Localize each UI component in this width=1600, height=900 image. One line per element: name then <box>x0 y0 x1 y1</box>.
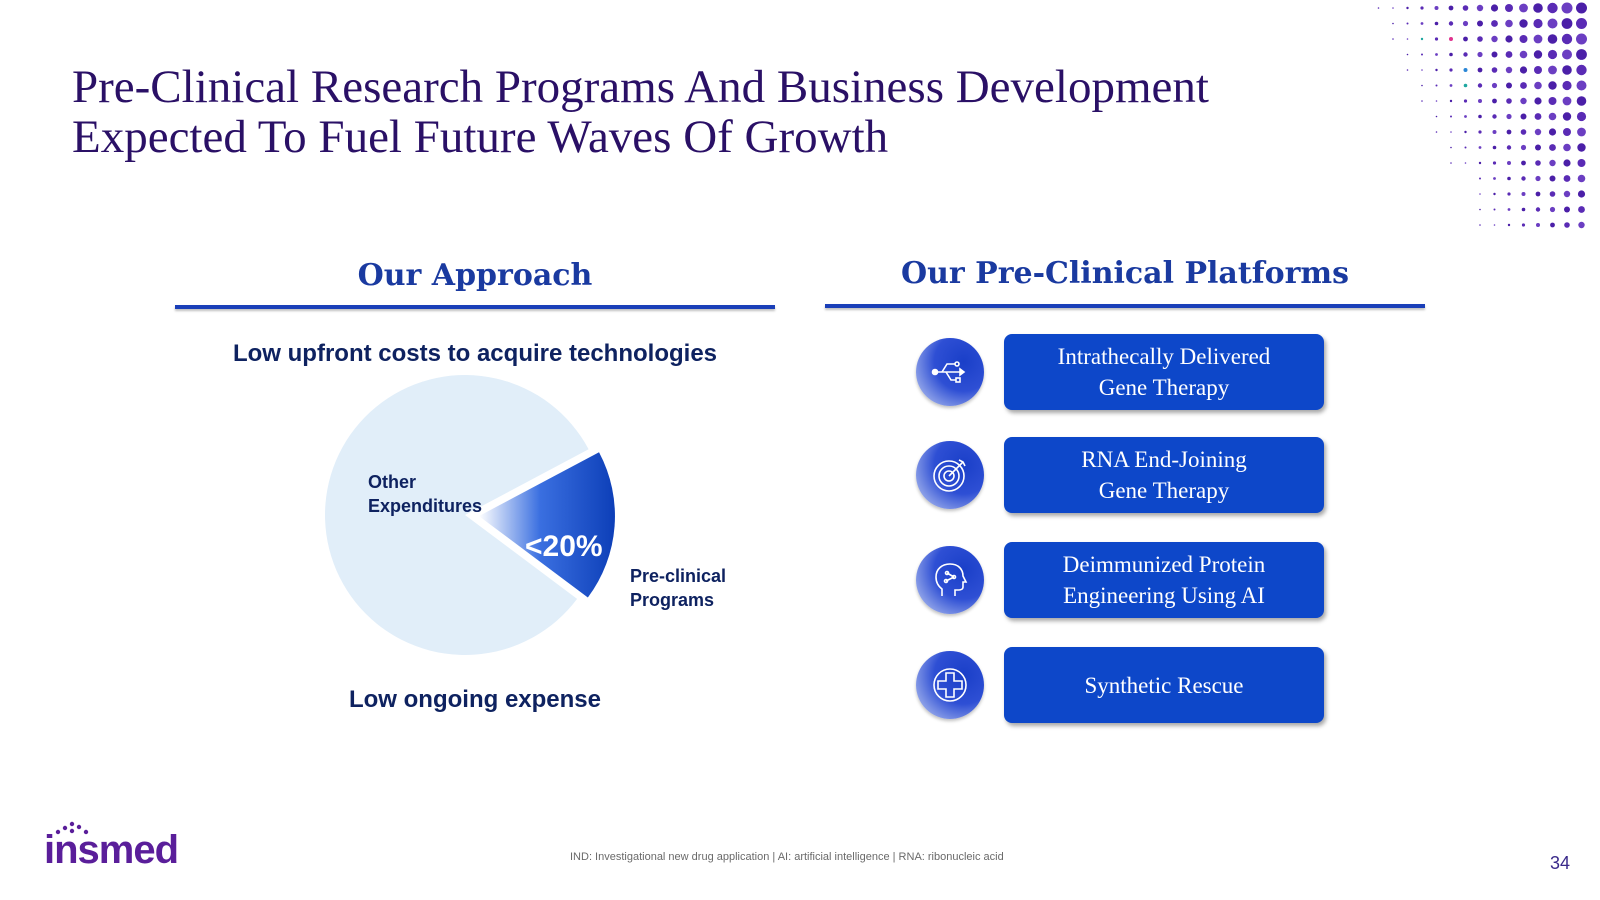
platform-box-protein: Deimmunized Protein Engineering Using AI <box>1004 542 1324 618</box>
page-number: 34 <box>1549 853 1570 873</box>
pie-label-other-line1: Other <box>368 472 417 492</box>
pie-label-preclinical-programs: Pre-clinical Programs <box>630 564 726 612</box>
platforms-heading: Our Pre-Clinical Platforms <box>900 256 1350 291</box>
decorative-dot-pattern <box>1377 2 1587 229</box>
approach-top-text: Low upfront costs to acquire technologie… <box>232 340 718 367</box>
platform-2-line2: Gene Therapy <box>1098 478 1230 503</box>
pie-slice-preclinical-programs <box>478 452 615 598</box>
platform-item-rna: RNA End-Joining Gene Therapy <box>910 437 1330 517</box>
insmed-logo-text: insmed <box>44 828 179 872</box>
platform-item-synthetic-rescue: Synthetic Rescue <box>910 647 1330 727</box>
pie-label-preclinical-line1: Pre-clinical <box>630 566 727 586</box>
platform-box-synthetic-rescue: Synthetic Rescue <box>1004 647 1324 723</box>
insmed-logo-icon <box>55 821 89 835</box>
usb-icon <box>916 338 984 406</box>
platform-4-line1: Synthetic Rescue <box>1084 672 1244 698</box>
platform-2-line1: RNA End-Joining <box>1081 447 1247 472</box>
page-title: Pre-Clinical Research Programs And Busin… <box>72 62 1332 162</box>
pie-slice-other-expenditures <box>325 375 589 655</box>
approach-bottom-text: Low ongoing expense <box>348 686 601 713</box>
platform-box-gene-therapy: Intrathecally Delivered Gene Therapy <box>1004 334 1324 410</box>
platform-item-protein: Deimmunized Protein Engineering Using AI <box>910 542 1330 622</box>
platform-item-gene-therapy: Intrathecally Delivered Gene Therapy <box>910 334 1330 414</box>
pie-slice-percent-label: <20% <box>525 530 603 563</box>
footnote: IND: Investigational new drug applicatio… <box>570 851 1004 863</box>
platform-3-line2: Engineering Using AI <box>1063 583 1265 608</box>
approach-heading: Our Approach <box>357 258 593 293</box>
medical-cross-icon <box>916 651 984 719</box>
title-line-2: Expected To Fuel Future Waves Of Growth <box>72 111 889 163</box>
ai-head-icon <box>916 546 984 614</box>
pie-label-preclinical-line2: Programs <box>630 590 715 610</box>
platform-3-line1: Deimmunized Protein <box>1062 552 1266 577</box>
approach-heading-rule <box>175 305 775 309</box>
expense-pie-chart <box>325 375 615 655</box>
platforms-heading-rule <box>825 304 1425 308</box>
platform-box-rna: RNA End-Joining Gene Therapy <box>1004 437 1324 513</box>
target-icon <box>916 441 984 509</box>
platform-1-line1: Intrathecally Delivered <box>1057 344 1271 369</box>
title-line-1: Pre-Clinical Research Programs And Busin… <box>72 61 1209 113</box>
pie-label-other-expenditures: Other Expenditures <box>368 470 482 518</box>
insmed-logo: insmed <box>44 818 179 873</box>
pie-label-other-line2: Expenditures <box>368 496 483 516</box>
platform-1-line2: Gene Therapy <box>1098 375 1230 400</box>
